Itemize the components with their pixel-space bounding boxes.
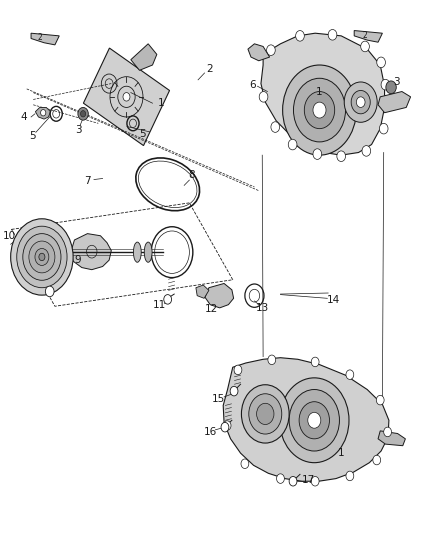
Circle shape (293, 78, 346, 142)
Circle shape (311, 477, 319, 486)
Circle shape (276, 474, 284, 483)
Text: 3: 3 (75, 125, 82, 135)
Circle shape (311, 357, 319, 367)
Circle shape (328, 29, 337, 40)
Circle shape (289, 390, 339, 451)
Circle shape (304, 92, 335, 128)
Text: 17: 17 (302, 475, 315, 485)
Circle shape (230, 386, 238, 396)
Circle shape (11, 219, 73, 295)
Text: 2: 2 (363, 31, 367, 40)
Text: 1: 1 (316, 86, 323, 96)
Circle shape (351, 91, 370, 114)
Text: 12: 12 (205, 304, 219, 314)
Text: 16: 16 (204, 427, 217, 437)
Text: 10: 10 (3, 231, 16, 241)
Polygon shape (83, 48, 170, 146)
Circle shape (39, 253, 45, 261)
Text: 5: 5 (29, 131, 35, 141)
Circle shape (288, 139, 297, 150)
Circle shape (35, 248, 49, 265)
Circle shape (313, 149, 321, 159)
Polygon shape (196, 285, 209, 298)
Circle shape (346, 370, 354, 379)
Circle shape (357, 97, 365, 108)
Polygon shape (378, 431, 406, 446)
Circle shape (362, 146, 371, 156)
Circle shape (299, 402, 329, 439)
Text: 11: 11 (153, 300, 166, 310)
Text: 2: 2 (37, 33, 42, 42)
Circle shape (271, 122, 279, 132)
Circle shape (344, 82, 377, 122)
Polygon shape (205, 284, 233, 308)
Circle shape (268, 355, 276, 365)
Circle shape (373, 455, 381, 465)
Text: 13: 13 (256, 303, 269, 313)
Circle shape (381, 79, 390, 90)
Circle shape (29, 241, 55, 273)
Circle shape (164, 295, 172, 304)
Circle shape (313, 102, 326, 118)
Circle shape (308, 413, 321, 428)
Circle shape (257, 403, 274, 424)
Circle shape (376, 395, 384, 405)
Text: 14: 14 (327, 295, 340, 305)
Circle shape (267, 45, 275, 55)
Circle shape (223, 421, 231, 430)
Circle shape (361, 41, 369, 52)
Circle shape (296, 30, 304, 41)
Polygon shape (248, 44, 270, 61)
Circle shape (289, 477, 297, 486)
Circle shape (279, 378, 349, 463)
Text: 15: 15 (212, 394, 225, 404)
Ellipse shape (134, 242, 141, 262)
Polygon shape (354, 30, 382, 42)
Polygon shape (71, 233, 111, 270)
Circle shape (386, 81, 396, 94)
Polygon shape (261, 33, 385, 155)
Polygon shape (223, 358, 389, 481)
Circle shape (41, 110, 46, 116)
Circle shape (384, 427, 392, 437)
Circle shape (23, 233, 61, 280)
Circle shape (78, 108, 88, 120)
Text: 2: 2 (206, 64, 213, 74)
Text: 9: 9 (74, 255, 81, 265)
Text: 6: 6 (249, 79, 256, 90)
Polygon shape (378, 92, 410, 113)
Polygon shape (31, 33, 59, 45)
Circle shape (259, 92, 268, 102)
Text: 8: 8 (188, 171, 195, 180)
Text: 1: 1 (158, 98, 165, 108)
Circle shape (17, 226, 67, 288)
Circle shape (283, 65, 357, 155)
Circle shape (377, 57, 385, 68)
Circle shape (379, 123, 388, 134)
Text: 4: 4 (21, 112, 27, 122)
Circle shape (241, 459, 249, 469)
Text: 1: 1 (338, 448, 345, 458)
Polygon shape (35, 108, 50, 119)
Circle shape (221, 422, 229, 432)
Text: 5: 5 (140, 129, 146, 139)
Circle shape (241, 385, 289, 443)
Polygon shape (131, 44, 157, 70)
Text: 3: 3 (393, 77, 400, 87)
Circle shape (249, 394, 282, 434)
Circle shape (123, 93, 130, 101)
Ellipse shape (144, 242, 152, 262)
Circle shape (81, 111, 86, 117)
Circle shape (234, 365, 242, 375)
Text: 7: 7 (84, 175, 91, 185)
Circle shape (337, 151, 346, 161)
Circle shape (46, 286, 54, 297)
Circle shape (346, 471, 354, 481)
